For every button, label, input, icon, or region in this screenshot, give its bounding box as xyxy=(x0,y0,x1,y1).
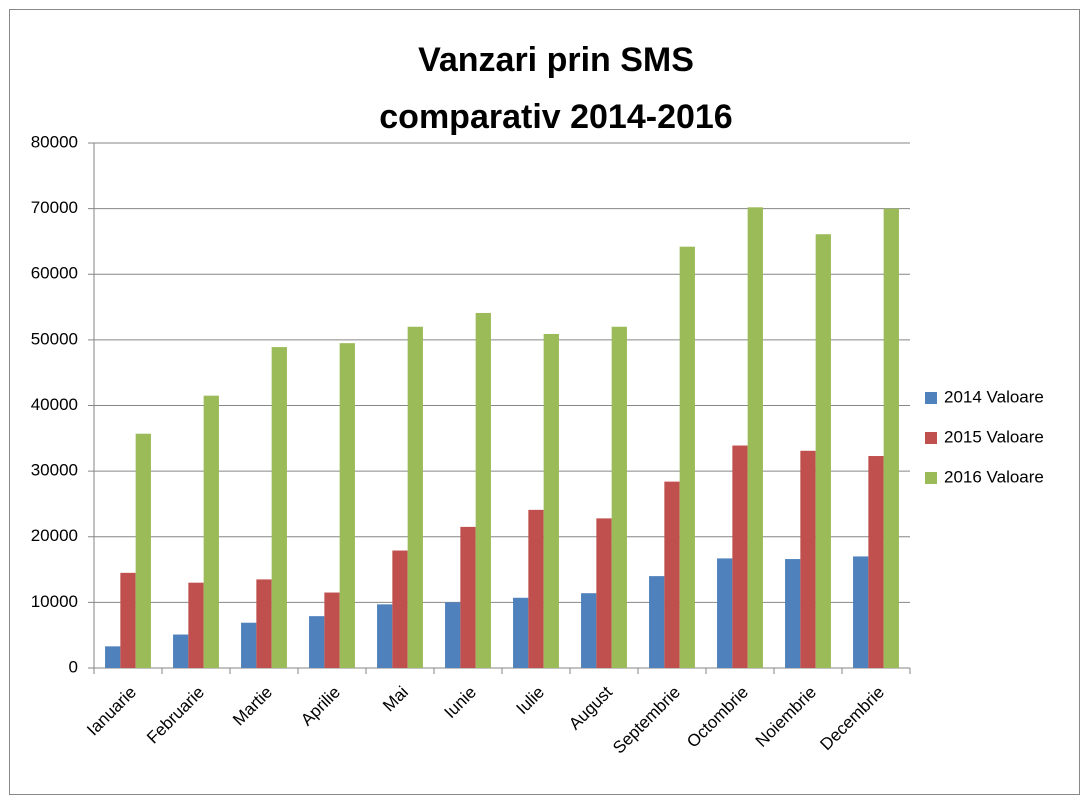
bar xyxy=(883,208,899,668)
bar xyxy=(785,559,801,668)
legend-label: 2014 Valoare xyxy=(944,387,1044,406)
bar xyxy=(339,343,355,668)
legend-label: 2016 Valoare xyxy=(944,467,1044,486)
bar xyxy=(581,593,597,668)
legend-swatch xyxy=(925,472,937,484)
bar xyxy=(392,550,408,668)
bar xyxy=(256,579,272,668)
y-tick-label: 20000 xyxy=(31,526,78,545)
bar xyxy=(732,445,748,668)
legend-label: 2015 Valoare xyxy=(944,427,1044,446)
chart-title: comparativ 2014-2016 xyxy=(379,98,732,136)
bar xyxy=(135,433,151,668)
y-tick-label: 70000 xyxy=(31,198,78,217)
bar xyxy=(324,592,340,668)
bar xyxy=(868,456,884,668)
bar xyxy=(203,395,219,668)
legend-swatch xyxy=(925,432,937,444)
bar xyxy=(271,347,287,668)
bar xyxy=(120,572,136,668)
bar xyxy=(596,518,612,668)
bar xyxy=(241,622,257,668)
y-tick-label: 30000 xyxy=(31,461,78,480)
bar xyxy=(664,481,680,668)
bar xyxy=(611,326,627,668)
chart-title: Vanzari prin SMS xyxy=(418,41,694,79)
bar xyxy=(815,234,831,668)
bar xyxy=(528,509,544,668)
bar xyxy=(513,597,529,668)
bar xyxy=(475,312,491,668)
bar xyxy=(800,450,816,668)
y-tick-label: 0 xyxy=(69,657,78,676)
bar xyxy=(407,326,423,668)
legend-swatch xyxy=(925,392,937,404)
y-tick-label: 50000 xyxy=(31,329,78,348)
y-tick-label: 10000 xyxy=(31,592,78,611)
bar xyxy=(717,558,733,668)
y-tick-label: 40000 xyxy=(31,395,78,414)
bar xyxy=(679,246,695,668)
y-tick-label: 80000 xyxy=(31,132,78,151)
bar xyxy=(853,556,869,668)
bar xyxy=(649,576,665,668)
bar xyxy=(747,207,763,668)
bar xyxy=(377,604,393,668)
bar xyxy=(543,333,559,668)
bar xyxy=(105,646,121,668)
y-tick-label: 60000 xyxy=(31,264,78,283)
bar xyxy=(173,634,189,668)
bar xyxy=(460,526,476,668)
bar xyxy=(309,616,325,668)
bar xyxy=(445,602,461,668)
bar xyxy=(188,582,204,668)
